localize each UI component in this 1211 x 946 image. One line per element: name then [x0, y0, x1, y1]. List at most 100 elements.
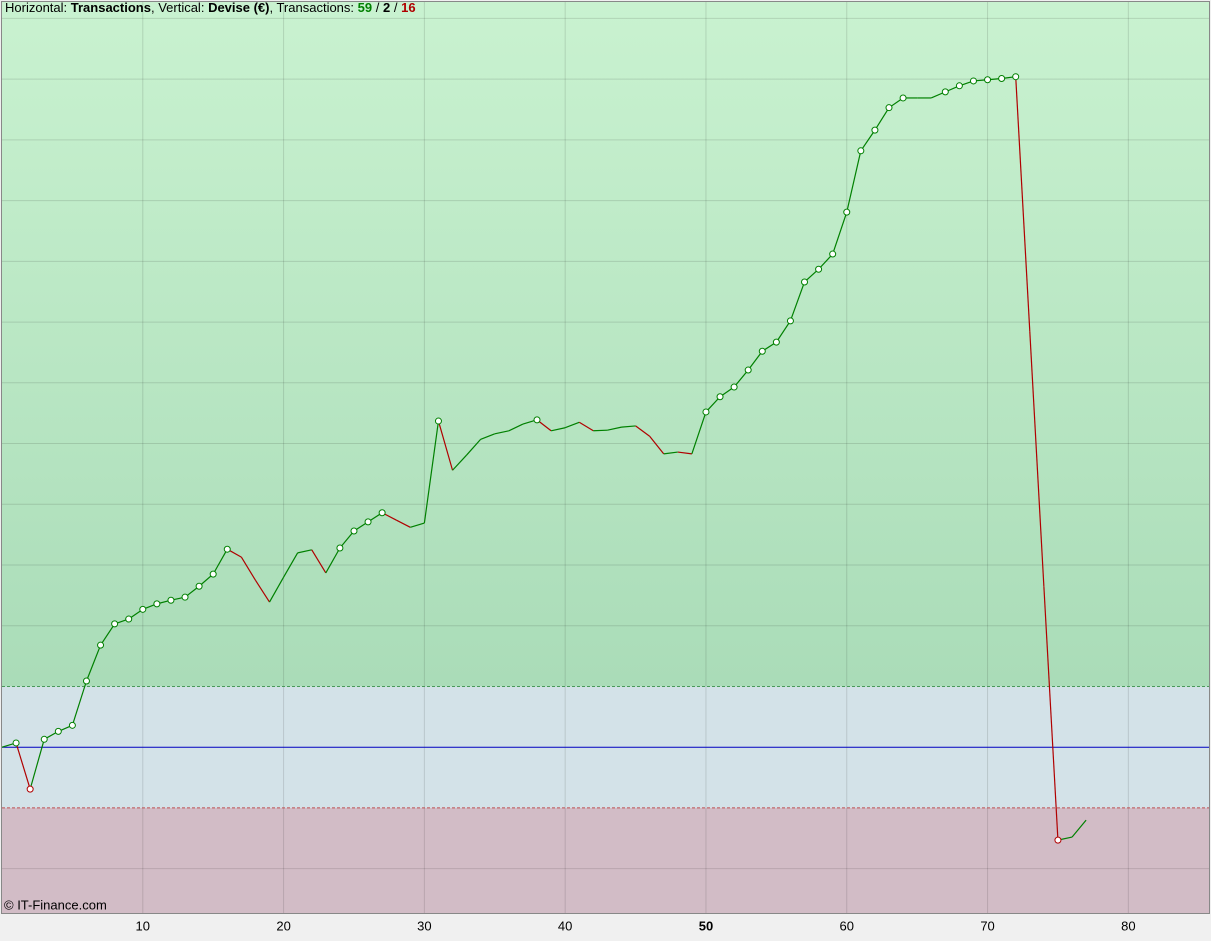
segment	[466, 438, 482, 456]
segment	[494, 430, 509, 435]
x-tick-label: 50	[699, 918, 713, 933]
new-high-point	[68, 721, 76, 729]
segment	[29, 739, 45, 790]
new-high-point	[786, 317, 794, 325]
new-high-point	[899, 94, 907, 102]
segment	[789, 281, 806, 322]
separator: /	[376, 0, 380, 15]
new-high-point	[744, 366, 752, 374]
segment	[212, 548, 228, 575]
new-high-point	[167, 596, 175, 604]
new-high-point	[716, 393, 724, 401]
segment	[254, 579, 271, 603]
new-high-point	[941, 88, 949, 96]
new-high-point	[815, 265, 823, 273]
segment	[452, 454, 468, 471]
x-tick-label: 60	[840, 918, 854, 933]
new-high-point	[801, 278, 809, 286]
segment	[550, 427, 566, 432]
segment	[240, 556, 256, 581]
losses: 16	[401, 0, 415, 15]
segment	[311, 549, 327, 574]
new-high-point	[54, 727, 62, 735]
new-high-point	[758, 347, 766, 355]
new-high-point	[969, 77, 977, 85]
segment	[874, 107, 890, 131]
new-high-point	[209, 570, 217, 578]
new-high-point	[857, 147, 865, 155]
segment	[593, 429, 608, 432]
copyright: © IT-Finance.com	[4, 897, 107, 912]
segment	[677, 451, 692, 455]
new-high-point	[153, 600, 161, 608]
new-high-point	[223, 545, 231, 553]
new-high-point	[1012, 73, 1020, 81]
segment	[649, 435, 665, 455]
new-high-point	[843, 208, 851, 216]
new-low-point	[26, 785, 34, 793]
segment	[437, 420, 454, 471]
x-tick-label: 30	[417, 918, 431, 933]
segment	[691, 411, 707, 455]
title-part: Horizontal:	[5, 0, 67, 15]
separator: /	[394, 0, 398, 15]
segment	[860, 129, 876, 152]
segment	[395, 519, 411, 528]
segment	[85, 644, 102, 682]
segment	[846, 150, 862, 213]
segment	[578, 421, 594, 432]
segment	[283, 552, 299, 578]
title-part: , Transactions:	[269, 0, 354, 15]
segment	[100, 623, 116, 646]
segment	[325, 547, 341, 574]
new-high-point	[181, 593, 189, 601]
new-high-point	[350, 527, 358, 535]
new-high-point	[125, 615, 133, 623]
segment	[775, 320, 791, 343]
x-tick-label: 20	[276, 918, 290, 933]
new-high-point	[139, 605, 147, 613]
new-high-point	[97, 641, 105, 649]
new-high-point	[364, 518, 372, 526]
new-high-point	[82, 677, 90, 685]
chart-title: Horizontal: Transactions, Vertical: Devi…	[5, 0, 416, 15]
segment	[339, 530, 355, 549]
new-high-point	[955, 82, 963, 90]
segment	[663, 451, 678, 455]
segment	[297, 549, 312, 554]
title-part: Transactions	[71, 0, 151, 15]
x-tick-label: 80	[1121, 918, 1135, 933]
loss-zone	[2, 807, 1210, 913]
new-high-point	[702, 408, 710, 416]
title-part: , Vertical:	[151, 0, 204, 15]
new-high-point	[998, 75, 1006, 83]
segment	[1071, 819, 1087, 838]
segment	[480, 433, 495, 440]
new-high-point	[885, 104, 893, 112]
new-high-point	[772, 338, 780, 346]
segment	[564, 421, 580, 429]
segment	[71, 680, 88, 726]
segment	[1043, 586, 1059, 841]
wins: 59	[358, 0, 372, 15]
title-part: Devise (€)	[208, 0, 269, 15]
segment	[410, 522, 425, 528]
segment	[268, 576, 285, 603]
x-tick-label: 40	[558, 918, 572, 933]
new-high-point	[533, 416, 541, 424]
x-tick-label: 10	[136, 918, 150, 933]
new-high-point	[378, 509, 386, 517]
segment	[635, 425, 651, 437]
segment	[621, 425, 636, 428]
segment	[832, 211, 848, 255]
segment	[733, 369, 749, 388]
segment	[1015, 76, 1031, 332]
new-high-point	[730, 383, 738, 391]
even: 2	[383, 0, 390, 15]
new-high-point	[40, 735, 48, 743]
new-high-point	[195, 582, 203, 590]
segment	[747, 350, 763, 371]
x-tick-label: 70	[980, 918, 994, 933]
new-high-point	[336, 544, 344, 552]
